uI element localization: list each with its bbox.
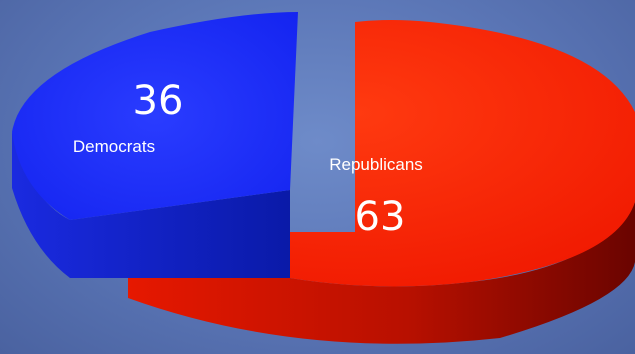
democrats-slice bbox=[12, 12, 298, 220]
republicans-slice bbox=[128, 20, 635, 287]
republicans-slice-side bbox=[128, 202, 635, 344]
democrats-value: 36 bbox=[133, 78, 184, 124]
democrats-label: Democrats bbox=[73, 137, 155, 156]
democrats-slice-side bbox=[12, 132, 290, 278]
republicans-value: 63 bbox=[355, 194, 406, 240]
republicans-label: Republicans bbox=[329, 155, 423, 174]
